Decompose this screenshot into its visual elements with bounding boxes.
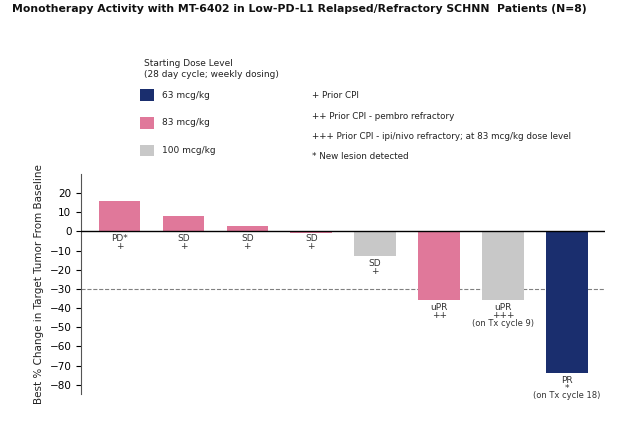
- Text: 63 mcg/kg: 63 mcg/kg: [162, 91, 210, 100]
- Text: +++ Prior CPI - ipi/nivo refractory; at 83 mcg/kg dose level: +++ Prior CPI - ipi/nivo refractory; at …: [312, 132, 571, 141]
- Text: PR: PR: [561, 376, 573, 385]
- Text: *: *: [565, 384, 569, 393]
- Text: 100 mcg/kg: 100 mcg/kg: [162, 146, 216, 155]
- Text: (on Tx cycle 18): (on Tx cycle 18): [534, 391, 601, 400]
- Text: + Prior CPI: + Prior CPI: [312, 91, 359, 100]
- Text: Starting Dose Level
(28 day cycle; weekly dosing): Starting Dose Level (28 day cycle; weekl…: [144, 59, 278, 79]
- Text: +: +: [308, 242, 315, 251]
- Bar: [482, 232, 524, 300]
- Text: +: +: [180, 242, 187, 251]
- Text: ++: ++: [432, 311, 447, 320]
- Text: ++ Prior CPI - pembro refractory: ++ Prior CPI - pembro refractory: [312, 112, 454, 120]
- Text: Monotherapy Activity with MT-6402 in Low-PD-L1 Relapsed/Refractory SCHNN  Patien: Monotherapy Activity with MT-6402 in Low…: [12, 4, 587, 14]
- Text: * New lesion detected: * New lesion detected: [312, 152, 409, 161]
- Bar: [163, 216, 204, 232]
- Y-axis label: Best % Change in Target Tumor From Baseline: Best % Change in Target Tumor From Basel…: [34, 164, 44, 404]
- Text: SD: SD: [241, 234, 253, 243]
- Text: uPR: uPR: [431, 303, 448, 312]
- Bar: [290, 232, 332, 233]
- Text: SD: SD: [369, 259, 381, 268]
- Text: +: +: [115, 242, 123, 251]
- Text: uPR: uPR: [494, 303, 512, 312]
- Bar: [418, 232, 460, 300]
- Text: SD: SD: [177, 234, 190, 243]
- Bar: [227, 226, 268, 232]
- Text: 83 mcg/kg: 83 mcg/kg: [162, 118, 210, 128]
- Text: +: +: [371, 267, 379, 276]
- Text: PD*: PD*: [111, 234, 128, 243]
- Text: +++: +++: [492, 311, 514, 320]
- Text: (on Tx cycle 9): (on Tx cycle 9): [472, 318, 534, 328]
- Text: SD: SD: [305, 234, 318, 243]
- Bar: [99, 201, 140, 232]
- Bar: [354, 232, 396, 256]
- Text: +: +: [243, 242, 251, 251]
- Bar: [546, 232, 588, 373]
